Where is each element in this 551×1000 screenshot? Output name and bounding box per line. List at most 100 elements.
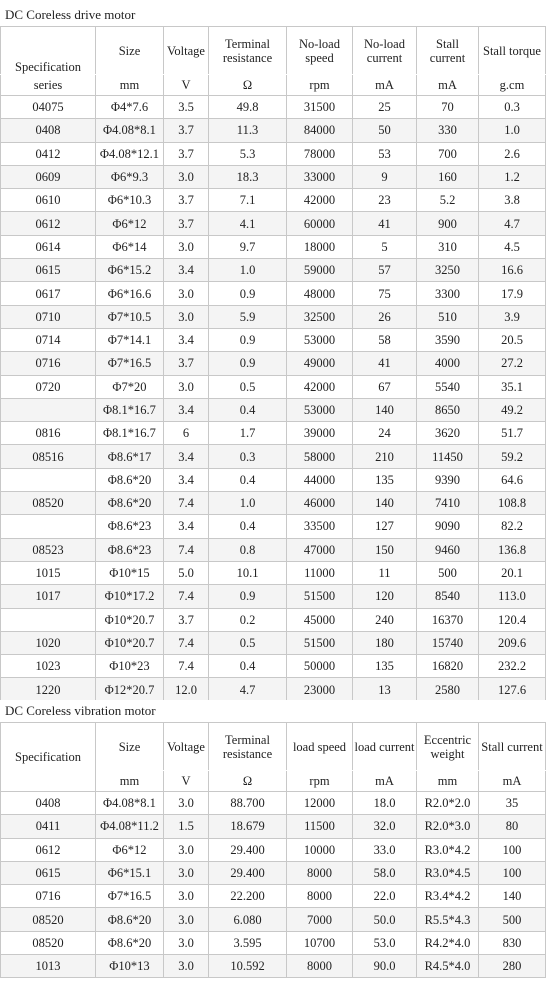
table-row: 0411 Φ4.08*11.2 1.5 18.679 11500 32.0 R2.0*3.0… (0, 814, 546, 839)
cell-speed: 8000 (286, 860, 353, 886)
cell-series (0, 397, 96, 423)
header-unit-speed: rpm (286, 770, 353, 792)
cell-stall-current: 15740 (416, 630, 479, 656)
header-unit-speed: rpm (286, 74, 353, 96)
cell-voltage: 3.7 (163, 607, 209, 632)
header-voltage: Voltage (163, 722, 209, 771)
cell-weight: R2.0*3.0 (416, 814, 479, 839)
cell-current: 13 (352, 677, 417, 702)
cell-size: Φ8.6*20 (95, 491, 164, 516)
cell-current: 57 (352, 258, 417, 283)
cell-stall-torque: 51.7 (478, 421, 546, 446)
cell-speed: 7000 (286, 907, 353, 932)
cell-stall-current: 3250 (416, 258, 479, 283)
cell-voltage: 3.0 (163, 930, 209, 956)
table-row: 08520 Φ8.6*20 3.0 3.595 10700 53.0 R4.2*4.0 830 (0, 930, 546, 956)
cell-voltage: 7.4 (163, 630, 209, 656)
cell-stall-torque: 4.5 (478, 234, 546, 260)
cell-size: Φ10*20.7 (95, 607, 164, 632)
cell-resistance: 29.400 (208, 860, 287, 886)
cell-stall-current: 9460 (416, 537, 479, 562)
cell-weight: R4.5*4.0 (416, 954, 479, 979)
table-row: 1023 Φ10*23 7.4 0.4 50000 135 16820 232.2 (0, 654, 546, 679)
cell-resistance: 6.080 (208, 907, 287, 932)
cell-current: 22.0 (352, 884, 417, 909)
cell-weight: R3.4*4.2 (416, 884, 479, 909)
cell-voltage: 3.0 (163, 790, 209, 816)
cell-current: 50 (352, 118, 417, 143)
cell-voltage: 3.5 (163, 94, 209, 120)
cell-series: 08523 (0, 537, 96, 562)
cell-current: 58.0 (352, 860, 417, 886)
table-row: 0615 Φ6*15.2 3.4 1.0 59000 57 3250 16.6 (0, 258, 546, 283)
cell-speed: 53000 (286, 327, 353, 353)
cell-speed: 49000 (286, 351, 353, 376)
cell-current: 67 (352, 374, 417, 399)
cell-size: Φ4.08*11.2 (95, 814, 164, 839)
cell-speed: 10000 (286, 837, 353, 862)
cell-voltage: 3.0 (163, 907, 209, 932)
cell-resistance: 0.4 (208, 514, 287, 539)
cell-speed: 42000 (286, 188, 353, 213)
cell-size: Φ6*14 (95, 234, 164, 260)
cell-current: 25 (352, 94, 417, 120)
header-unit-current: mA (352, 770, 417, 792)
cell-series: 0720 (0, 374, 96, 399)
cell-resistance: 0.2 (208, 607, 287, 632)
cell-series (0, 514, 96, 539)
cell-stall-torque: 49.2 (478, 397, 546, 423)
cell-weight: R3.0*4.2 (416, 837, 479, 862)
cell-stall-current: 3620 (416, 421, 479, 446)
cell-resistance: 0.5 (208, 630, 287, 656)
cell-size: Φ6*9.3 (95, 164, 164, 190)
cell-stall-current: 510 (416, 304, 479, 329)
cell-size: Φ7*16.5 (95, 351, 164, 376)
cell-voltage: 3.7 (163, 118, 209, 143)
cell-stall-current: 9390 (416, 467, 479, 493)
cell-voltage: 3.4 (163, 397, 209, 423)
header-unit-stall-current: mA (416, 74, 479, 96)
cell-voltage: 12.0 (163, 677, 209, 702)
cell-size: Φ7*10.5 (95, 304, 164, 329)
cell-stall-current: 8540 (416, 584, 479, 609)
cell-current: 150 (352, 537, 417, 562)
cell-series: 0408 (0, 790, 96, 816)
cell-voltage: 7.4 (163, 654, 209, 679)
cell-series: 08516 (0, 444, 96, 469)
cell-speed: 78000 (286, 141, 353, 166)
cell-stall-torque: 1.0 (478, 118, 546, 143)
cell-stall-current: 500 (416, 560, 479, 586)
cell-current: 23 (352, 188, 417, 213)
cell-speed: 10700 (286, 930, 353, 956)
cell-size: Φ8.6*17 (95, 444, 164, 469)
header-size: Size (95, 26, 164, 75)
cell-stall-torque: 127.6 (478, 677, 546, 702)
cell-series: 0411 (0, 814, 96, 839)
cell-series: 0716 (0, 351, 96, 376)
cell-current: 5 (352, 234, 417, 260)
table-row: 1013 Φ10*13 3.0 10.592 8000 90.0 R4.5*4.0 280 (0, 954, 546, 979)
cell-series: 08520 (0, 930, 96, 956)
cell-current: 75 (352, 281, 417, 306)
table-row: 0617 Φ6*16.6 3.0 0.9 48000 75 3300 17.9 (0, 281, 546, 306)
cell-size: Φ8.6*20 (95, 907, 164, 932)
table-row: 08520 Φ8.6*20 7.4 1.0 46000 140 7410 108.8 (0, 491, 546, 516)
cell-current: 140 (352, 397, 417, 423)
cell-resistance: 11.3 (208, 118, 287, 143)
header-stall-torque: Stall torque (478, 26, 546, 75)
cell-stall-torque: 136.8 (478, 537, 546, 562)
cell-current: 127 (352, 514, 417, 539)
header-load-current: load current (352, 722, 417, 771)
cell-stall-torque: 209.6 (478, 630, 546, 656)
header-voltage: Voltage (163, 26, 209, 75)
table-row: 0609 Φ6*9.3 3.0 18.3 33000 9 160 1.2 (0, 164, 546, 190)
cell-current: 135 (352, 654, 417, 679)
table-row: 08523 Φ8.6*23 7.4 0.8 47000 150 9460 136.8 (0, 537, 546, 562)
header-unit-stall-current: mA (478, 770, 546, 792)
cell-stall-current: 8650 (416, 397, 479, 423)
cell-speed: 8000 (286, 954, 353, 979)
cell-resistance: 1.0 (208, 491, 287, 516)
cell-series: 0609 (0, 164, 96, 190)
cell-stall-current: 2580 (416, 677, 479, 702)
cell-voltage: 3.0 (163, 281, 209, 306)
